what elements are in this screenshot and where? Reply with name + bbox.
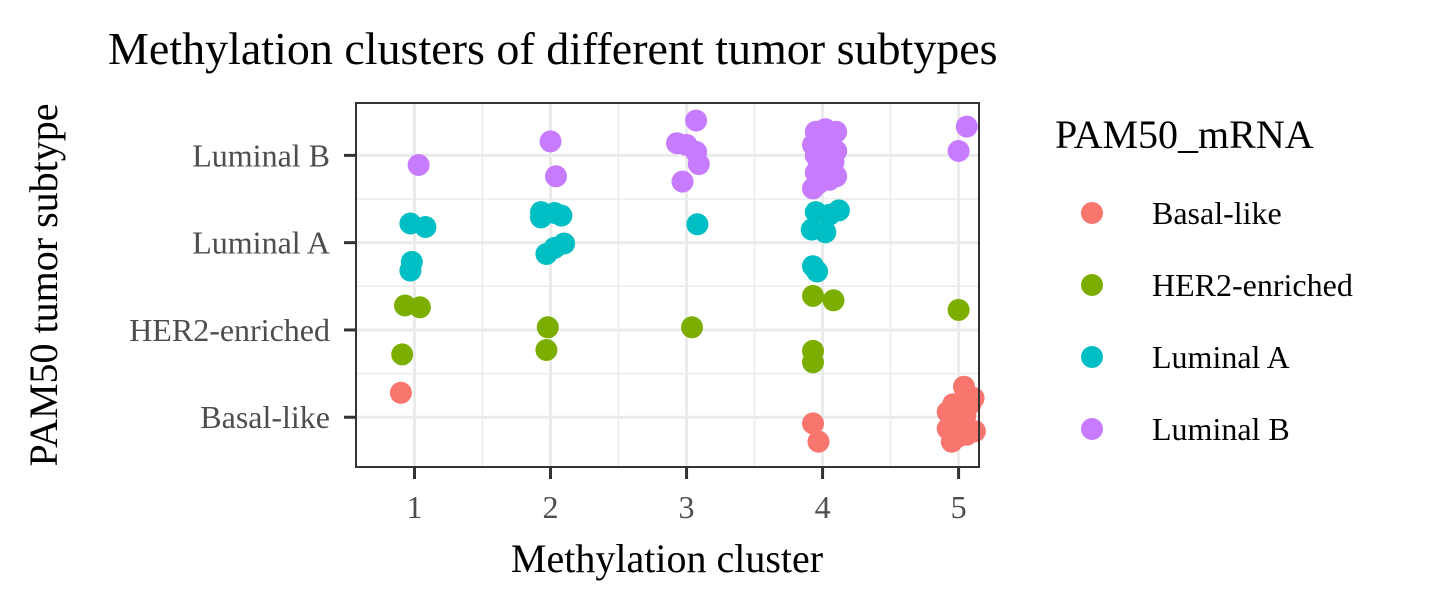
- plot-panel: [356, 103, 979, 467]
- data-point: [671, 170, 694, 193]
- legend-label: Basal-like: [1152, 195, 1282, 231]
- data-point: [399, 259, 422, 282]
- data-point: [539, 130, 562, 153]
- legend-key: [1081, 418, 1103, 440]
- legend-label: Luminal B: [1152, 411, 1290, 447]
- y-tick-label: Luminal A: [192, 225, 330, 261]
- legend: PAM50_mRNA Basal-like HER2-enriched Lumina…: [1055, 112, 1353, 447]
- x-tick-label: 1: [406, 489, 422, 525]
- y-tick-label: Basal-like: [200, 399, 330, 435]
- legend-key: [1081, 346, 1103, 368]
- data-point: [408, 296, 431, 319]
- y-tick-label: Luminal B: [192, 137, 330, 173]
- x-tick-label: 3: [679, 489, 695, 525]
- data-point: [681, 316, 703, 339]
- y-axis: Basal-like HER2-enriched Luminal A Luminal …: [129, 137, 356, 435]
- data-point: [687, 153, 710, 176]
- legend-key: [1081, 274, 1103, 296]
- data-point: [955, 423, 978, 446]
- x-axis: 1 2 3 4 5: [406, 467, 967, 525]
- data-point: [535, 243, 558, 265]
- data-point: [535, 339, 558, 361]
- plot-border: [355, 102, 980, 468]
- x-tick-label: 2: [543, 489, 559, 525]
- data-point: [407, 154, 430, 176]
- x-axis-label: Methylation cluster: [511, 536, 823, 581]
- y-tick-label: HER2-enriched: [129, 312, 330, 348]
- data-point: [391, 343, 414, 366]
- data-point: [802, 177, 824, 200]
- legend-label: Luminal A: [1152, 339, 1290, 375]
- y-axis-label: PAM50 tumor subtype: [21, 103, 66, 466]
- x-tick-label: 4: [815, 489, 831, 525]
- data-point: [806, 260, 829, 283]
- data-point: [389, 381, 412, 404]
- minor-gridlines: [356, 103, 979, 467]
- data-point: [802, 284, 824, 307]
- data-point: [955, 115, 978, 138]
- data-points: [389, 109, 986, 453]
- data-point: [807, 430, 830, 453]
- data-point: [553, 232, 576, 255]
- legend-key: [1081, 202, 1103, 224]
- data-point: [686, 213, 709, 236]
- data-point: [827, 199, 850, 222]
- data-point: [822, 289, 845, 312]
- data-point: [545, 165, 567, 188]
- data-point: [414, 216, 437, 238]
- chart-title: Methylation clusters of different tumor …: [108, 23, 998, 74]
- data-point: [814, 221, 837, 244]
- data-point: [685, 109, 708, 132]
- data-point: [802, 412, 824, 435]
- data-point: [947, 298, 970, 321]
- data-point: [550, 204, 573, 227]
- data-point: [947, 140, 970, 162]
- data-point: [536, 316, 559, 339]
- data-point: [802, 351, 824, 374]
- x-tick-label: 5: [951, 489, 967, 525]
- legend-title: PAM50_mRNA: [1055, 112, 1314, 157]
- legend-label: HER2-enriched: [1152, 267, 1353, 303]
